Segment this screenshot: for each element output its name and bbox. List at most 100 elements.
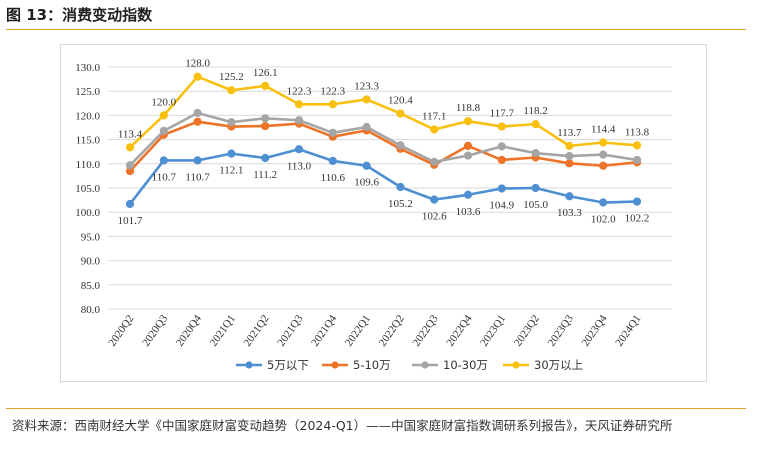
x-axis: 2020Q2 2020Q3 2020Q4 2021Q1 2021Q2 2021Q3 2021… <box>106 312 643 348</box>
series-2-point <box>632 155 642 165</box>
x-tick-label: 2022Q2 <box>377 313 407 349</box>
data-label: 103.3 <box>557 207 582 219</box>
series-1-point <box>565 159 574 168</box>
source-note: 资料来源：西南财经大学《中国家庭财富变动趋势（2024-Q1）——中国家庭财富指… <box>12 418 673 433</box>
chart-frame <box>60 44 707 382</box>
series-3-point <box>632 141 642 150</box>
series-0-point <box>193 156 202 165</box>
data-label: 120.0 <box>151 96 176 108</box>
x-tick-label: 2022Q1 <box>343 313 373 349</box>
x-tick-label: 2021Q3 <box>275 312 305 348</box>
data-label: 113.7 <box>557 127 582 139</box>
series-0-point <box>632 197 642 206</box>
series-2-point <box>396 141 405 150</box>
legend-label: 30万以上 <box>534 358 583 372</box>
y-tick-label: 125.0 <box>75 86 100 98</box>
data-label: 102.0 <box>591 214 616 226</box>
data-label: 117.1 <box>422 110 446 122</box>
series-1-line <box>129 120 638 172</box>
x-tick-label: 2021Q2 <box>241 313 271 349</box>
series-3-point <box>599 138 608 147</box>
series-2-point <box>599 150 608 159</box>
data-label: 102.2 <box>625 213 650 225</box>
source-divider <box>6 408 746 409</box>
chart-series <box>125 72 642 209</box>
series-0-point <box>599 198 608 207</box>
data-label: 110.7 <box>185 171 210 183</box>
data-label: 128.0 <box>185 58 210 70</box>
data-label: 105.2 <box>388 198 413 210</box>
series-1-point <box>193 117 202 126</box>
series-0-point <box>159 156 168 165</box>
y-axis: 130.0 125.0 120.0 115.0 110.0 105.0 100.0 95.0 9… <box>75 62 100 316</box>
x-tick-label: 2022Q3 <box>410 312 440 348</box>
y-tick-label: 95.0 <box>81 231 101 243</box>
legend-label: 10-30万 <box>443 358 488 372</box>
series-3-point <box>396 109 405 118</box>
x-tick-label: 2023Q2 <box>512 313 542 349</box>
x-tick-label: 2023Q1 <box>478 313 508 349</box>
x-tick-label: 2021Q1 <box>208 313 238 349</box>
series-2-point <box>227 118 236 127</box>
series-2-point <box>463 151 473 160</box>
series-3-point <box>531 120 540 129</box>
legend-label: 5-10万 <box>353 358 391 372</box>
series-0-point <box>125 199 135 209</box>
series-3-point <box>125 143 135 152</box>
data-label: 123.3 <box>354 80 379 92</box>
legend-swatch-marker <box>245 361 253 369</box>
data-label: 126.1 <box>253 67 278 79</box>
data-label: 102.6 <box>422 211 447 223</box>
y-tick-label: 80.0 <box>81 304 101 316</box>
series-1-point <box>599 161 608 170</box>
series-0-point <box>294 145 304 154</box>
data-label: 112.1 <box>219 165 243 177</box>
series-1-point <box>463 141 473 150</box>
series-2-point <box>125 161 135 170</box>
series-2-point <box>565 151 574 161</box>
series-3-point <box>497 122 506 131</box>
x-tick-label: 2020Q4 <box>174 312 204 348</box>
series-3-point <box>328 100 337 109</box>
data-label: 125.2 <box>219 71 244 83</box>
legend-swatch-marker <box>331 361 339 369</box>
data-label: 109.6 <box>354 177 379 189</box>
series-0-point <box>362 161 371 170</box>
series-2-point <box>159 126 168 135</box>
series-0-point <box>531 183 540 193</box>
y-tick-label: 85.0 <box>81 280 101 292</box>
series-3-point <box>430 125 439 134</box>
x-tick-label: 2024Q1 <box>613 313 643 349</box>
data-label: 122.3 <box>287 85 312 97</box>
x-tick-label: 2020Q3 <box>140 312 170 348</box>
data-label: 103.6 <box>456 206 481 218</box>
series-2-point <box>193 108 202 118</box>
series-3-point <box>565 141 574 150</box>
y-tick-label: 115.0 <box>76 135 101 147</box>
series-0-point <box>497 184 506 193</box>
data-label: 111.2 <box>253 169 277 181</box>
data-label: 110.7 <box>152 171 177 183</box>
data-label: 113.0 <box>287 160 312 172</box>
series-3-point <box>193 72 202 81</box>
data-label: 113.4 <box>118 128 143 140</box>
legend-swatch-marker <box>512 361 520 369</box>
chart-data-labels: 101.7 110.7 110.7 112.1 111.2 113.0 110.6 109.6… <box>118 58 650 227</box>
series-2-point <box>261 114 270 123</box>
legend-label: 5万以下 <box>267 358 309 372</box>
series-0-point <box>261 153 270 163</box>
series-0-point <box>463 190 473 199</box>
y-tick-label: 100.0 <box>75 207 100 219</box>
series-0-point <box>227 149 236 158</box>
data-label: 104.9 <box>489 199 514 211</box>
series-2-point <box>294 116 304 125</box>
data-label: 120.4 <box>388 94 413 106</box>
data-label: 114.4 <box>591 124 616 136</box>
figure-header: 图 13：消费变动指数 <box>6 4 152 26</box>
series-2-point <box>531 149 540 158</box>
series-2-point <box>497 142 506 151</box>
series-1-point <box>497 155 506 165</box>
y-tick-label: 105.0 <box>75 183 100 195</box>
series-0-point <box>396 182 405 192</box>
x-tick-label: 2021Q4 <box>309 312 339 348</box>
